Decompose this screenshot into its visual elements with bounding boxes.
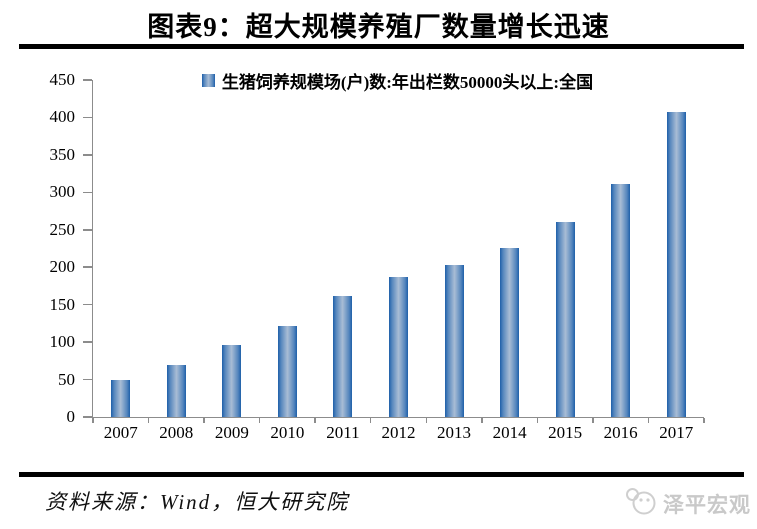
bar-2011: [333, 295, 353, 417]
x-axis-tick: [703, 418, 705, 423]
x-axis-tick: [92, 418, 94, 423]
x-axis-label: 2009: [214, 423, 249, 442]
x-axis-tick: [536, 418, 539, 423]
x-axis-tick: [314, 418, 316, 423]
x-axis-label: 2014: [492, 423, 527, 442]
bar-2008: [166, 364, 186, 417]
x-axis-tick: [258, 418, 261, 423]
y-axis-tick: [83, 229, 92, 231]
x-axis-label: 2012: [381, 423, 416, 442]
x-axis-tick: [647, 418, 650, 423]
plot-area: 0 50 100 150 200 250 300 350 400 450 2007 2008 2009 2…: [50, 71, 705, 442]
bar-2017: [666, 112, 686, 417]
x-axis-tick: [203, 418, 205, 423]
legend: 生猪饲养规模场(户)数:年出栏数50000头以上:全国: [92, 68, 703, 93]
y-axis-tick: [83, 416, 92, 418]
y-axis-label: 150: [49, 294, 76, 314]
y-axis-label: 0: [66, 407, 76, 426]
chart-title: 图表9：超大规模养殖厂数量增长迅速: [147, 12, 610, 42]
bar-2012: [389, 276, 408, 417]
y-axis-label: 400: [49, 107, 76, 127]
bar-2009: [222, 345, 242, 417]
watermark-logo: 泽平宏观: [624, 486, 751, 521]
x-axis-label: 2016: [603, 423, 638, 442]
x-axis-tick: [481, 418, 483, 423]
y-axis-label: 350: [49, 144, 76, 164]
y-axis-tick: [83, 191, 92, 194]
x-axis-label: 2011: [326, 423, 360, 442]
y-axis-tick: [83, 79, 92, 81]
y-axis-tick: [83, 378, 92, 381]
y-axis-tick: [83, 154, 92, 156]
x-axis-tick: [592, 418, 594, 423]
y-axis-label: 100: [49, 332, 76, 352]
y-axis-tick: [83, 266, 92, 268]
source-note: 资料来源：Wind，恒大研究院: [45, 490, 350, 514]
title-divider: [19, 44, 744, 49]
x-axis-label: 2008: [159, 423, 194, 442]
bar-2016: [611, 184, 631, 417]
x-axis-label: 2017: [659, 423, 694, 442]
y-axis-label: 50: [58, 369, 75, 389]
x-axis-tick: [147, 418, 150, 423]
footer-divider: [19, 472, 744, 477]
legend-swatch-icon: [201, 74, 215, 87]
x-axis-label: 2007: [103, 423, 138, 442]
legend-label: 生猪饲养规模场(户)数:年出栏数50000头以上:全国: [221, 73, 594, 92]
x-axis-label: 2013: [437, 423, 472, 442]
logo-text: 泽平宏观: [663, 492, 751, 517]
y-axis-tick: [83, 116, 92, 119]
x-axis-label: 2010: [270, 423, 305, 442]
x-axis-tick: [425, 418, 428, 423]
y-axis-tick: [83, 303, 92, 306]
bar-2010: [277, 325, 297, 417]
y-axis-label: 300: [49, 182, 76, 202]
bar-2015: [555, 221, 575, 417]
y-axis-label: 250: [49, 219, 76, 239]
bar-2014: [500, 247, 520, 417]
x-axis-tick: [369, 418, 372, 423]
bar-2013: [444, 264, 464, 417]
panda-logo-icon: [624, 486, 658, 521]
bar-2007: [111, 379, 131, 417]
y-axis-tick: [83, 341, 92, 343]
y-axis-label: 200: [49, 257, 76, 277]
y-axis-label: 450: [49, 70, 76, 89]
x-axis-label: 2015: [548, 423, 583, 442]
